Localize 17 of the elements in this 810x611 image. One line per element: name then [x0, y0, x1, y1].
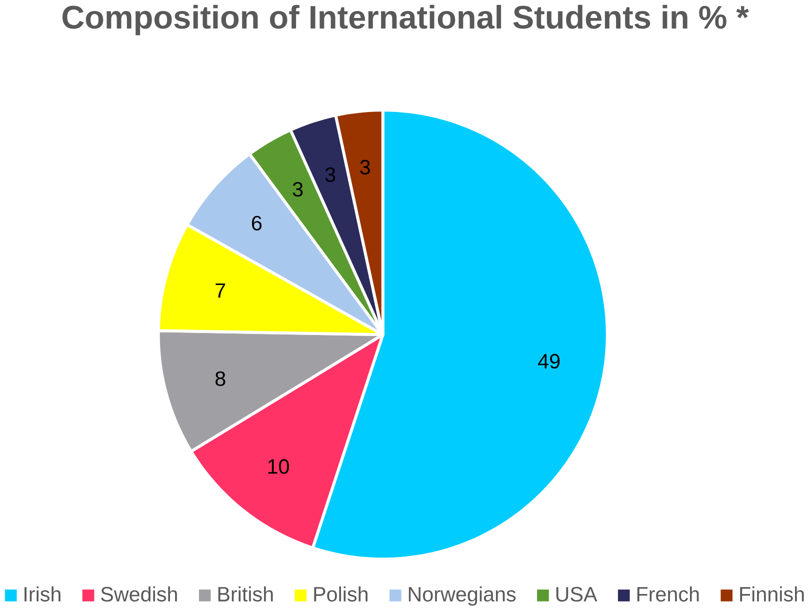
legend-label: Polish [314, 586, 368, 602]
legend-label: Irish [24, 586, 60, 602]
legend-label: Swedish [101, 586, 177, 602]
data-label: 3 [325, 168, 336, 182]
legend-label: French [637, 586, 699, 602]
data-label: 8 [216, 372, 226, 386]
legend-label: British [218, 586, 273, 602]
data-label: 7 [216, 284, 226, 298]
legend-label: Finnish [740, 586, 804, 602]
legend-label: Norwegians [408, 586, 516, 606]
data-label: 6 [252, 216, 262, 231]
data-label: 3 [360, 160, 370, 175]
data-label: 3 [292, 182, 303, 197]
legend-label: USA [556, 587, 598, 602]
chart-title: Composition of International Students in % * [62, 5, 749, 36]
data-label: 49 [538, 354, 560, 369]
data-label: 10 [268, 459, 289, 474]
